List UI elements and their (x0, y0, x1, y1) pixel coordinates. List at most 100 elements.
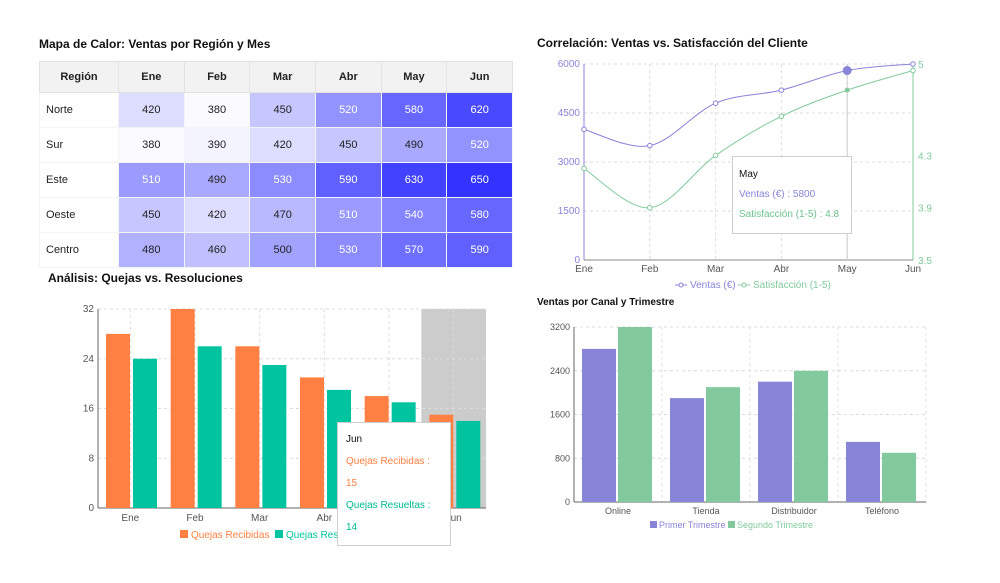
line-tooltip-title: May (739, 169, 758, 180)
data-point (712, 152, 719, 159)
bar (670, 398, 704, 502)
complaints-chart-title: Análisis: Quejas vs. Resoluciones (48, 271, 243, 285)
bar (758, 381, 792, 502)
data-point (778, 87, 785, 93)
data-point (647, 142, 653, 149)
data-point (842, 66, 852, 76)
legend-swatch (741, 282, 747, 288)
heatmap-cell: 500 (249, 232, 316, 268)
y-tick-label: 0 (574, 255, 580, 266)
legend-label: Satisfacción (1-5) (753, 280, 831, 291)
y-tick-label: 24 (83, 354, 95, 365)
complaints-tooltip-resolved: Quejas Resueltas : 14 (346, 500, 431, 533)
y-tick-label: 8 (88, 453, 94, 464)
legend-label: Quejas Resueltas (286, 530, 365, 541)
y-tick-label: 0 (565, 497, 570, 507)
legend-swatch (650, 521, 657, 528)
data-point (844, 87, 850, 93)
heatmap-title: Mapa de Calor: Ventas por Región y Mes (39, 37, 271, 51)
heatmap-cell: 420 (183, 197, 251, 233)
x-tick-label: Abr (317, 513, 333, 524)
heatmap-cell: 460 (183, 232, 251, 268)
heatmap-cell: 420 (249, 127, 316, 163)
data-point (910, 61, 916, 67)
y-tick-label: 4500 (558, 108, 581, 119)
bar (846, 441, 880, 502)
channel-chart: 0 800 1600 2400 3200 Online Tienda Distribuidor… (550, 322, 927, 530)
complaints-tooltip-received: Quejas Recibidas : 15 (346, 456, 430, 489)
heatmap-cell: 570 (380, 232, 448, 268)
bar (582, 348, 616, 502)
bar (706, 387, 740, 502)
heatmap-row: Este 510 490 530 590 630 650 (39, 162, 513, 198)
data-point (581, 165, 587, 172)
heatmap-cell: 450 (314, 127, 382, 163)
x-tick-label: Distribuidor (771, 506, 817, 516)
x-tick-label: Teléfono (865, 506, 899, 516)
heatmap-cell: 520 (314, 92, 382, 128)
heatmap-cell: 470 (249, 197, 316, 233)
heatmap-cell: 390 (183, 127, 251, 163)
complaints-tooltip-title: Jun (346, 434, 363, 445)
legend-swatch (275, 530, 283, 538)
x-tick-label: Feb (186, 513, 204, 524)
heatmap-cell: 490 (183, 162, 251, 198)
line-tooltip-satisfaction: Satisfacción (1-5) : 4.8 (739, 209, 840, 220)
legend-label: Ventas (€) (690, 280, 736, 291)
line-chart: 0 1500 3000 4500 6000 3.5 3.9 4.3 5 Ene Feb Mar Abr M… (558, 59, 933, 291)
y-tick-label: 16 (83, 404, 95, 415)
x-tick-label: Online (605, 506, 631, 516)
series-line (583, 70, 914, 209)
bar (106, 333, 130, 508)
heatmap-cell: 630 (380, 162, 448, 198)
line-tooltip: May Ventas (€) : 5800 Satisfacción (1-5)… (732, 156, 852, 234)
heatmap-cell: 620 (446, 92, 513, 128)
heatmap-row: Oeste 450 420 470 510 540 580 (39, 197, 513, 233)
bar (882, 452, 916, 502)
channel-chart-title: Ventas por Canal y Trimestre (537, 297, 675, 308)
y2-tick-label: 3.5 (918, 256, 932, 267)
bar (262, 364, 287, 508)
heatmap-row: Norte 420 380 450 520 580 620 (39, 92, 513, 128)
y-tick-label: 1500 (558, 206, 581, 217)
y2-tick-label: 5 (918, 60, 924, 71)
y-tick-label: 3000 (558, 157, 581, 168)
y-tick-label: 3200 (550, 322, 570, 332)
x-tick-label: Ene (121, 513, 139, 524)
bar (197, 346, 222, 508)
legend-swatch (678, 282, 684, 288)
x-tick-label: Jun (446, 513, 462, 524)
legend-swatch (180, 530, 188, 538)
heatmap-cell: 450 (118, 197, 185, 233)
heatmap-row: Centro 480 460 500 530 570 590 (39, 232, 513, 268)
y-tick-label: 32 (83, 304, 95, 315)
heatmap-cell: 650 (446, 162, 513, 198)
heatmap-month-header: Ene (118, 61, 185, 93)
heatmap-region-label: Oeste (39, 197, 119, 233)
x-tick-label: Abr (774, 264, 790, 275)
heatmap-table: Región Ene Feb Mar Abr May Jun Norte 420 380 450 5… (39, 61, 513, 268)
data-point (581, 126, 587, 133)
heatmap-corner-header: Región (39, 61, 119, 93)
x-tick-label: May (838, 264, 857, 275)
heatmap-month-header: Feb (183, 61, 251, 93)
heatmap-region-label: Sur (39, 127, 119, 163)
bar (235, 346, 260, 508)
heatmap-row: Sur 380 390 420 450 490 520 (39, 127, 513, 163)
data-point (778, 113, 785, 120)
heatmap-cell: 540 (380, 197, 448, 233)
heatmap-month-header: Mar (249, 61, 316, 93)
x-tick-label: Mar (251, 513, 269, 524)
legend-label: Primer Trimestre (659, 520, 726, 530)
y-tick-label: 800 (555, 453, 570, 463)
y-tick-label: 1600 (550, 410, 570, 420)
legend-label: Segundo Trimestre (737, 520, 813, 530)
y-tick-label: 0 (88, 503, 94, 514)
y2-tick-label: 3.9 (918, 204, 932, 215)
heatmap-cell: 380 (118, 127, 185, 163)
data-point (910, 67, 916, 74)
x-tick-label: Mar (707, 264, 725, 275)
heatmap-cell: 510 (118, 162, 185, 198)
heatmap-region-label: Este (39, 162, 119, 198)
bar (618, 327, 652, 502)
